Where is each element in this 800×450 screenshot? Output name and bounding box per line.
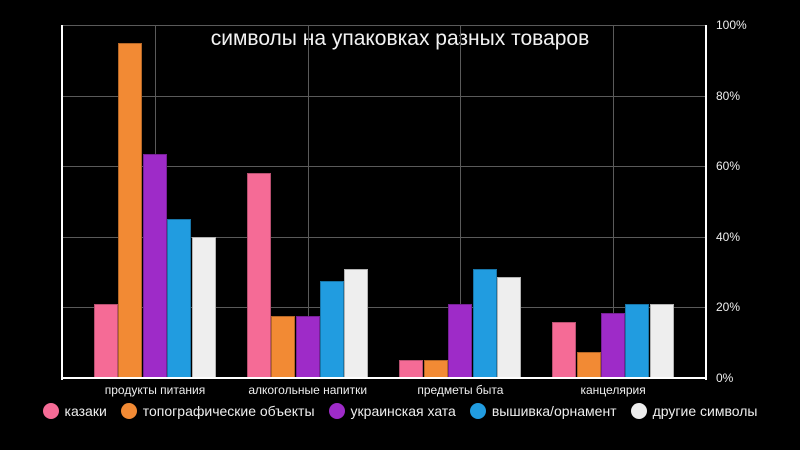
bar[interactable] [472, 268, 497, 378]
y-tick-label: 60% [716, 159, 741, 174]
legend-swatch-icon [120, 403, 137, 419]
legend-label: украинская хата [350, 403, 456, 419]
y-tick-label: 80% [716, 88, 741, 103]
bar[interactable] [399, 360, 424, 378]
plot-area [62, 25, 706, 378]
x-tick-label: предметы быта [417, 383, 504, 397]
legend-swatch-icon [328, 403, 345, 419]
bar[interactable] [497, 277, 521, 378]
gridline-horizontal [62, 166, 706, 168]
y-tick-label: 0% [716, 371, 734, 385]
gridline-horizontal [62, 236, 706, 238]
bar[interactable] [295, 316, 320, 378]
bar[interactable] [552, 321, 577, 378]
legend-item[interactable]: вышивка/орнамент [469, 403, 617, 419]
bar[interactable] [600, 312, 625, 378]
left-axis-line [61, 25, 63, 380]
legend-item[interactable]: казаки [42, 403, 107, 419]
chart-title: символы на упаковках разных товаров [210, 27, 590, 50]
bar[interactable] [576, 351, 601, 378]
x-tick-label: алкогольные напитки [248, 383, 368, 397]
gridline-horizontal [62, 307, 706, 309]
gridline-horizontal [62, 95, 706, 97]
legend-item[interactable]: украинская хата [328, 403, 456, 419]
gridline-horizontal [62, 25, 706, 26]
legend-item[interactable]: другие символы [630, 403, 758, 419]
x-tick-label: продукты питания [104, 383, 206, 397]
bar[interactable] [625, 303, 650, 378]
bar[interactable] [191, 236, 216, 378]
bar[interactable] [118, 42, 143, 378]
legend-swatch-icon [630, 403, 647, 419]
bar[interactable] [246, 173, 271, 378]
legend-label: казаки [64, 403, 107, 419]
x-tick-label: канцелярия [580, 383, 646, 397]
bar[interactable] [448, 303, 473, 378]
legend-swatch-icon [469, 403, 486, 419]
y-tick-label: 40% [716, 229, 741, 244]
legend-label: другие символы [652, 403, 758, 419]
gridline-vertical [460, 25, 462, 378]
legend-label: вышивка/орнамент [491, 403, 617, 419]
bar[interactable] [167, 219, 192, 378]
y-tick-label: 100% [716, 18, 747, 32]
gridline-vertical [307, 25, 309, 378]
legend: казаки топографические объекты украинская … [0, 403, 800, 419]
bar[interactable] [94, 303, 118, 378]
x-axis-line [61, 377, 707, 379]
bar[interactable] [142, 153, 167, 378]
bar[interactable] [319, 280, 344, 378]
bar[interactable] [423, 360, 448, 378]
gridline-vertical [613, 25, 615, 378]
right-axis-line [705, 25, 707, 380]
bar[interactable] [271, 316, 296, 378]
legend-swatch-icon [42, 403, 59, 419]
legend-item[interactable]: топографические объекты [120, 403, 315, 419]
legend-label: топографические объекты [142, 403, 315, 419]
bar[interactable] [344, 268, 369, 378]
y-tick-label: 20% [716, 300, 741, 315]
bar[interactable] [649, 303, 674, 378]
